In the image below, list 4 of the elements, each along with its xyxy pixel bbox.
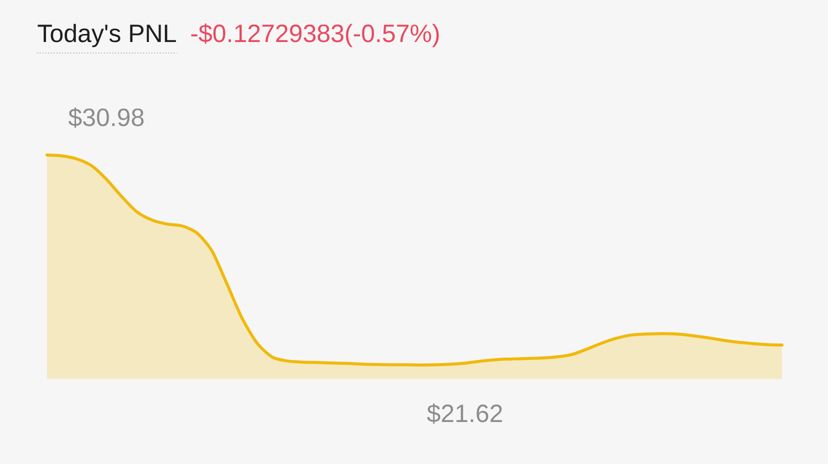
data-label: $30.98 xyxy=(68,107,144,128)
data-label: $21.62 xyxy=(427,403,502,424)
chart-title: Today's PNL xyxy=(38,24,176,48)
chart-subtitle: -$0.12729383(-0.57%) xyxy=(191,23,439,48)
